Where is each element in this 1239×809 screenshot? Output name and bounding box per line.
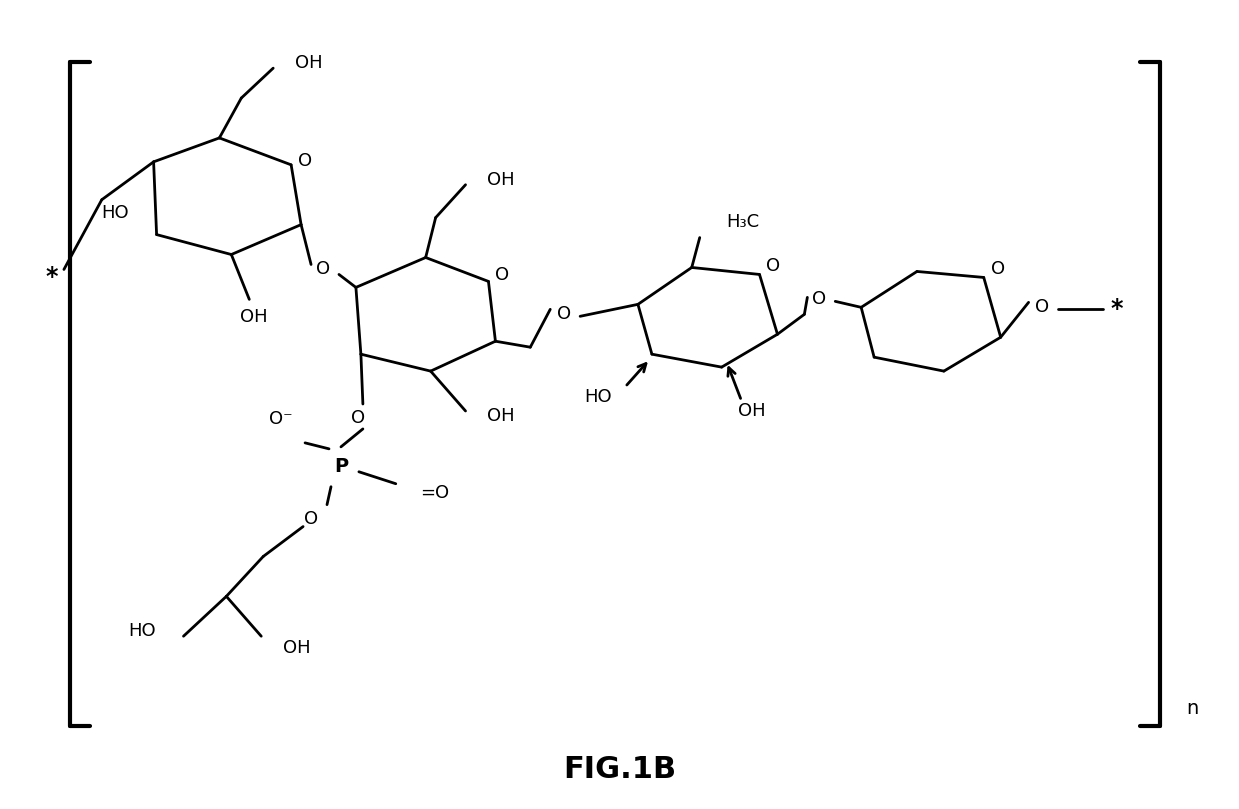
- Text: O: O: [304, 510, 318, 527]
- Text: OH: OH: [295, 54, 322, 72]
- Text: FIG.1B: FIG.1B: [564, 756, 676, 784]
- Text: O: O: [351, 409, 366, 427]
- Text: O⁻: O⁻: [269, 410, 292, 428]
- Text: OH: OH: [737, 402, 766, 420]
- Text: O: O: [299, 152, 312, 170]
- Text: O: O: [316, 260, 330, 278]
- Text: O: O: [558, 305, 571, 324]
- Text: HO: HO: [128, 622, 156, 640]
- Text: O: O: [496, 266, 509, 285]
- Text: O: O: [813, 290, 826, 308]
- Text: OH: OH: [284, 639, 311, 657]
- Text: *: *: [1110, 298, 1123, 321]
- Text: HO: HO: [585, 388, 612, 406]
- Text: =O: =O: [420, 484, 449, 502]
- Text: HO: HO: [102, 204, 129, 222]
- Text: H₃C: H₃C: [726, 213, 760, 231]
- Text: OH: OH: [487, 171, 515, 188]
- Text: OH: OH: [240, 308, 268, 326]
- Text: O: O: [767, 257, 781, 276]
- Text: OH: OH: [487, 407, 515, 425]
- Text: O: O: [1036, 299, 1049, 316]
- Text: *: *: [46, 265, 58, 290]
- Text: n: n: [1186, 699, 1198, 718]
- Text: P: P: [333, 457, 348, 477]
- Text: O: O: [991, 260, 1005, 278]
